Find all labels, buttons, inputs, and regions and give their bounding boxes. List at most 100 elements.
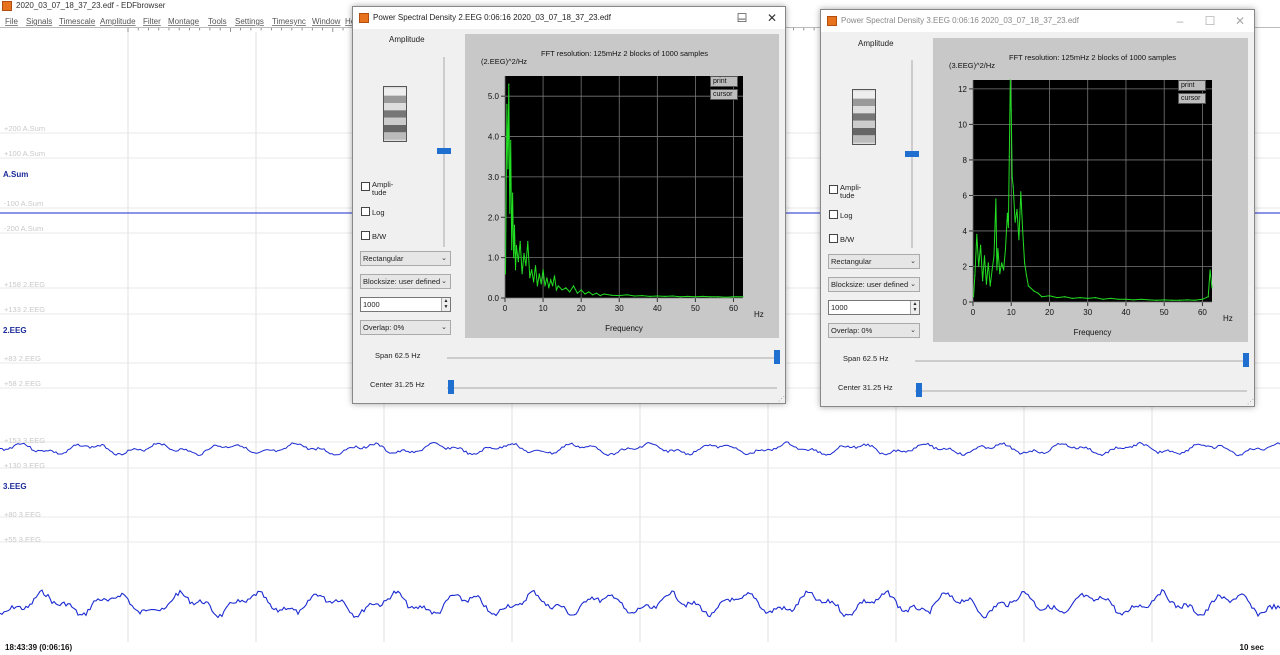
psd-titlebar[interactable]: Power Spectral Density 3.EEG 0:06:16 202… — [821, 10, 1254, 32]
span-slider-handle[interactable] — [1243, 353, 1249, 367]
center-slider-track[interactable] — [447, 387, 777, 389]
x-axis-label: Frequency — [605, 324, 643, 333]
menu-filter[interactable]: Filter — [143, 17, 161, 26]
psd-data-point — [544, 285, 546, 287]
blocksize-select[interactable]: Blocksize: user defined ⌄ — [360, 274, 451, 289]
log-checkbox[interactable] — [829, 210, 838, 219]
psd-data-point — [694, 296, 696, 298]
psd-data-point — [725, 296, 727, 298]
blocksize-spinbox[interactable]: 1000 ▲ ▼ — [360, 297, 451, 312]
log-checkbox[interactable] — [361, 207, 370, 216]
x-tick-label: 50 — [691, 304, 700, 313]
psd-data-point — [548, 287, 550, 289]
menu-file[interactable]: File — [5, 17, 18, 26]
psd-data-point — [513, 257, 515, 259]
signal-name-a-sum[interactable]: A.Sum — [3, 170, 29, 179]
psd-data-point — [989, 285, 991, 287]
amplitude-checkbox[interactable] — [361, 182, 370, 191]
x-tick-label: 50 — [1160, 308, 1169, 317]
window-function-select[interactable]: Rectangular ⌄ — [360, 251, 451, 266]
psd-data-point — [679, 296, 681, 298]
psd-data-point — [1064, 296, 1066, 298]
window-function-value: Rectangular — [831, 257, 872, 266]
psd-data-point — [611, 294, 613, 296]
psd-data-point — [995, 198, 997, 200]
psd-chart[interactable]: 0 10 20 30 40 50 60 0.0 1.0 2.0 3.0 4.0 5.0 Hz Frequen… — [465, 34, 779, 338]
spin-buttons-icon[interactable]: ▲ ▼ — [441, 298, 450, 311]
y-axis-unit: (2.EEG)^2/Hz — [481, 57, 528, 66]
menu-signals[interactable]: Signals — [26, 17, 53, 26]
y-axis-unit: (3.EEG)^2/Hz — [949, 61, 996, 70]
center-slider-track[interactable] — [915, 390, 1247, 392]
psd-data-point — [584, 293, 586, 295]
menu-timescale[interactable]: Timescale — [59, 17, 96, 26]
menu-tools[interactable]: Tools — [208, 17, 227, 26]
amplitude-slider-handle[interactable] — [437, 148, 451, 154]
psd-data-point — [664, 295, 666, 297]
log-checkbox-label: Log — [840, 211, 853, 220]
span-slider-handle[interactable] — [774, 350, 780, 364]
menu-window[interactable]: Window — [312, 17, 341, 26]
amplitude-label: Amplitude — [858, 39, 894, 48]
psd-data-point — [710, 296, 712, 298]
spin-buttons-icon[interactable]: ▲ ▼ — [910, 301, 919, 314]
maximize-button[interactable]: ☐ — [1204, 14, 1216, 28]
menu-settings[interactable]: Settings — [235, 17, 264, 26]
amplitude-checkbox[interactable] — [829, 185, 838, 194]
overlap-select[interactable]: Overlap: 0% ⌄ — [360, 320, 451, 335]
psd-data-point — [687, 295, 689, 297]
psd-data-point — [507, 168, 509, 170]
menu-timesync[interactable]: Timesync — [272, 17, 306, 26]
psd-series-line — [973, 79, 1213, 301]
cursor-button[interactable]: cursor — [1178, 93, 1206, 104]
span-slider-track[interactable] — [447, 357, 777, 359]
blocksize-select[interactable]: Blocksize: user defined ⌄ — [828, 277, 920, 292]
bw-checkbox[interactable] — [829, 234, 838, 243]
span-slider-track[interactable] — [915, 360, 1247, 362]
print-button[interactable]: print — [1178, 80, 1206, 91]
psd-data-point — [580, 289, 582, 291]
psd-data-point — [555, 289, 557, 291]
psd-data-point — [1006, 212, 1008, 214]
psd-data-point — [656, 295, 658, 297]
y-tick-label: 10 — [958, 120, 967, 129]
minimize-button[interactable]: – — [1176, 14, 1184, 28]
psd-data-point — [980, 244, 982, 246]
menu-amplitude[interactable]: Amplitude — [100, 17, 136, 26]
y-tick-label: 4.0 — [488, 133, 500, 142]
signal-name-3-eeg[interactable]: 3.EEG — [3, 482, 27, 491]
resize-grip-icon[interactable]: ⋰ — [778, 396, 785, 403]
fft-info: FFT resolution: 125mHz 2 blocks of 1000 … — [1009, 53, 1177, 62]
window-function-select[interactable]: Rectangular ⌄ — [828, 254, 920, 269]
psd-data-point — [985, 283, 987, 285]
print-button[interactable]: print — [710, 76, 738, 87]
overlap-select-value: Overlap: 0% — [363, 323, 405, 332]
center-slider-handle[interactable] — [916, 383, 922, 397]
psd-data-point — [557, 285, 559, 287]
x-tick-label: 40 — [653, 304, 662, 313]
close-button[interactable]: ✕ — [1234, 14, 1246, 28]
bw-checkbox[interactable] — [361, 231, 370, 240]
center-slider-handle[interactable] — [448, 380, 454, 394]
signal-name-2-eeg[interactable]: 2.EEG — [3, 326, 27, 335]
x-tick-label: 30 — [1083, 308, 1092, 317]
menu-montage[interactable]: Montage — [168, 17, 200, 26]
psd-titlebar[interactable]: Power Spectral Density 2.EEG 0:06:16 202… — [353, 7, 785, 29]
maximize-button[interactable]: ☐ — [736, 11, 748, 25]
psd-data-point — [1207, 296, 1209, 298]
psd-data-point — [523, 253, 525, 255]
scale-label: +153 3.EEG — [4, 436, 46, 445]
cursor-button[interactable]: cursor — [710, 89, 738, 100]
x-tick-label: 0 — [971, 308, 976, 317]
resize-grip-icon[interactable]: ⋰ — [1247, 399, 1254, 406]
minimize-button[interactable]: – — [738, 11, 746, 25]
close-button[interactable]: ✕ — [766, 11, 778, 25]
x-tick-label: 60 — [1198, 308, 1207, 317]
psd-data-point — [1211, 287, 1213, 289]
psd-chart[interactable]: 0 10 20 30 40 50 60 0 2 4 6 8 10 12 Hz Frequency — [933, 38, 1248, 342]
psd-data-point — [588, 291, 590, 293]
blocksize-spinbox[interactable]: 1000 ▲ ▼ — [828, 300, 920, 315]
psd-data-point — [1201, 298, 1203, 300]
overlap-select[interactable]: Overlap: 0% ⌄ — [828, 323, 920, 338]
amplitude-slider-handle[interactable] — [905, 151, 919, 157]
